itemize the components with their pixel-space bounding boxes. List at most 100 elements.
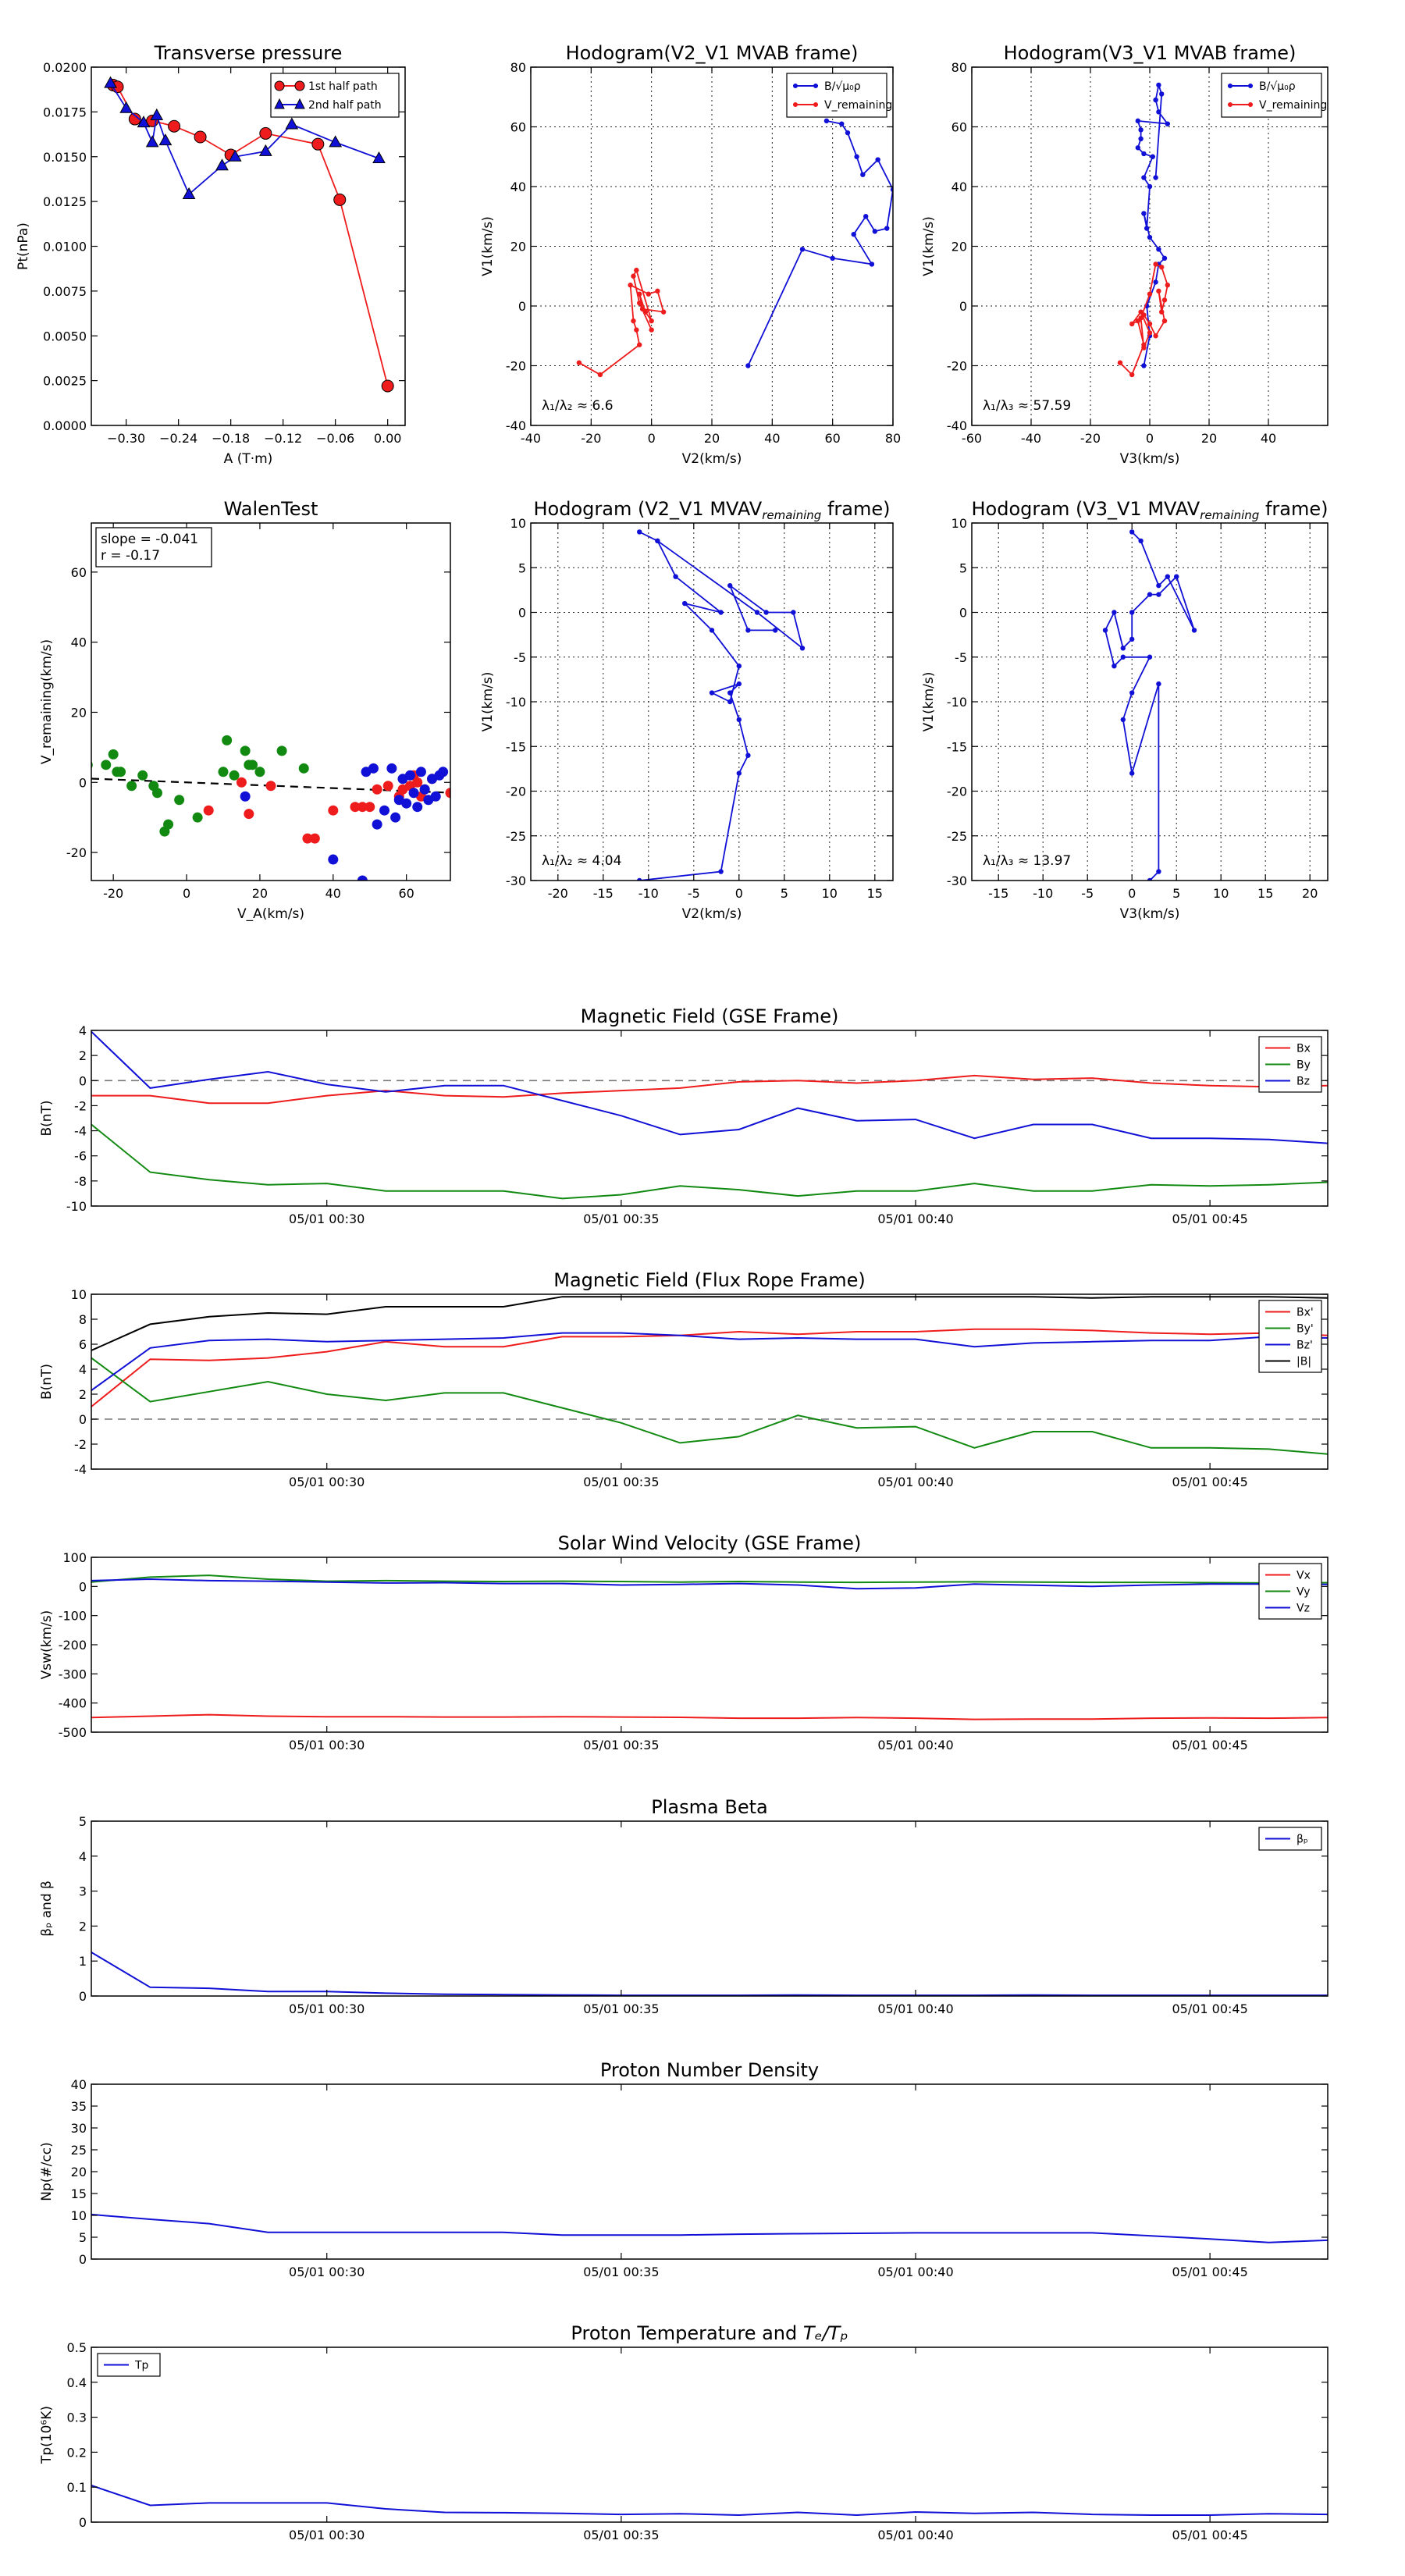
x-tick-label: 05/01 00:35 (583, 1475, 659, 1489)
x-tick-label: 05/01 00:30 (289, 1475, 365, 1489)
stats-line: slope = -0.041 (101, 532, 198, 547)
data-point (415, 767, 426, 777)
data-point (875, 157, 880, 162)
y-tick-label: 0.0025 (43, 374, 87, 389)
x-tick-label: 0 (183, 886, 190, 901)
data-point (1141, 151, 1147, 157)
chart-title: Magnetic Field (GSE Frame) (581, 1005, 839, 1027)
y-tick-label: 0 (79, 1579, 87, 1594)
chart-title-tail: frame) (821, 498, 890, 520)
data-point (182, 187, 196, 199)
data-point (194, 130, 207, 144)
chart-title-main: Hodogram(V3_V1 MVAB frame) (1004, 42, 1297, 64)
y-tick-label: 0 (959, 606, 967, 621)
x-tick-label: 0 (1128, 886, 1136, 901)
data-point (1138, 127, 1144, 133)
data-point (1129, 770, 1135, 776)
data-point (1153, 97, 1158, 103)
data-point (1165, 283, 1171, 288)
data-point (1129, 372, 1135, 378)
x-tick-label: -5 (1081, 886, 1094, 901)
y-tick-label: 0 (959, 299, 967, 314)
axes-frame (91, 1030, 1329, 1207)
y-tick-label: 20 (510, 240, 526, 254)
data-point (597, 372, 603, 378)
x-tick-label: 40 (325, 886, 341, 901)
data-point (192, 812, 203, 823)
data-point (119, 101, 133, 113)
x-tick-label: 60 (398, 886, 414, 901)
data-point (1150, 154, 1156, 159)
legend-label: B/√μ₀ρ (1259, 80, 1296, 93)
series-line-0 (1104, 531, 1195, 881)
data-point (151, 788, 162, 799)
legend-marker (1248, 84, 1253, 88)
data-point (1141, 211, 1147, 216)
data-point (799, 247, 806, 252)
x-tick-label: 40 (764, 431, 780, 446)
chart-title-main: Plasma Beta (651, 1796, 767, 1818)
legend-label: Vz (1297, 1603, 1310, 1615)
series-line-0 (91, 2213, 1328, 2243)
y-tick-label: 100 (62, 1550, 87, 1565)
data-point (763, 610, 769, 615)
chart-pt: 05/01 00:30 05/01 00:35 05/01 00:40 05/01 0… (39, 2322, 1329, 2542)
y-tick-label: 2 (79, 1048, 87, 1063)
data-point (890, 187, 893, 193)
stats-box (95, 527, 212, 568)
legend-marker (1228, 102, 1232, 107)
chart-h4: -15 -10 -5 0 5 10 15 20 -30 -25 -20 -15 -10 -5 0 5 10 Hod… (921, 498, 1329, 922)
y-tick-label: 20 (71, 2165, 87, 2179)
data-point (419, 784, 430, 795)
legend: βₚ (1258, 1827, 1322, 1851)
chart-title: Solar Wind Velocity (GSE Frame) (558, 1532, 862, 1554)
y-tick-label: 0.0050 (43, 329, 87, 343)
data-point (634, 327, 639, 333)
x-tick-label: −0.30 (107, 431, 145, 446)
data-point (682, 600, 688, 607)
data-point (628, 283, 633, 288)
data-point (158, 133, 173, 146)
ratio-annotation: λ₁/λ₃ ≈ 57.59 (983, 398, 1071, 414)
x-tick-label: 0 (648, 431, 656, 446)
legend: B/√μ₀ρ V_remaining (786, 73, 892, 118)
data-point (799, 646, 806, 651)
legend-box (1221, 73, 1322, 118)
y-tick-label: 1 (79, 1954, 87, 1969)
chart-pd: 05/01 00:30 05/01 00:35 05/01 00:40 05/01 0… (39, 2059, 1329, 2279)
y-tick-label: 5 (79, 1814, 87, 1829)
data-point (1112, 664, 1117, 669)
y-tick-label: 0 (79, 1989, 87, 2004)
chart-mg: 05/01 00:30 05/01 00:35 05/01 00:40 05/01 0… (39, 1005, 1329, 1226)
x-tick-label: 0 (735, 886, 743, 901)
x-tick-label: −0.18 (212, 431, 250, 446)
data-point (329, 135, 343, 148)
data-point (174, 795, 185, 806)
legend-marker (813, 102, 818, 107)
y-tick-label: 0 (518, 299, 526, 314)
y-tick-label: 0.0100 (43, 240, 87, 254)
y-tick-label: -40 (947, 418, 967, 433)
data-point (309, 833, 320, 844)
legend-marker (793, 102, 798, 107)
x-tick-label: 05/01 00:40 (877, 1475, 953, 1489)
x-tick-label: 15 (1257, 886, 1273, 901)
y-tick-label: -5 (955, 650, 967, 665)
x-tick-label: 05/01 00:30 (289, 2528, 365, 2542)
y-tick-label: -2 (74, 1437, 87, 1452)
y-axis-label: V1(km/s) (921, 216, 937, 276)
legend-label: 1st half path (308, 80, 378, 93)
y-tick-label: -25 (506, 829, 526, 844)
data-point (1120, 654, 1126, 660)
x-tick-label: 5 (1172, 886, 1180, 901)
data-point (163, 819, 174, 830)
x-tick-label: 05/01 00:40 (877, 2528, 953, 2542)
data-point (718, 869, 724, 874)
data-point (576, 360, 582, 365)
y-tick-label: 5 (959, 560, 967, 575)
x-axis-label: V3(km/s) (1120, 906, 1180, 922)
x-tick-label: 05/01 00:40 (877, 2001, 953, 2016)
data-point (412, 777, 423, 788)
data-point (1156, 288, 1161, 294)
